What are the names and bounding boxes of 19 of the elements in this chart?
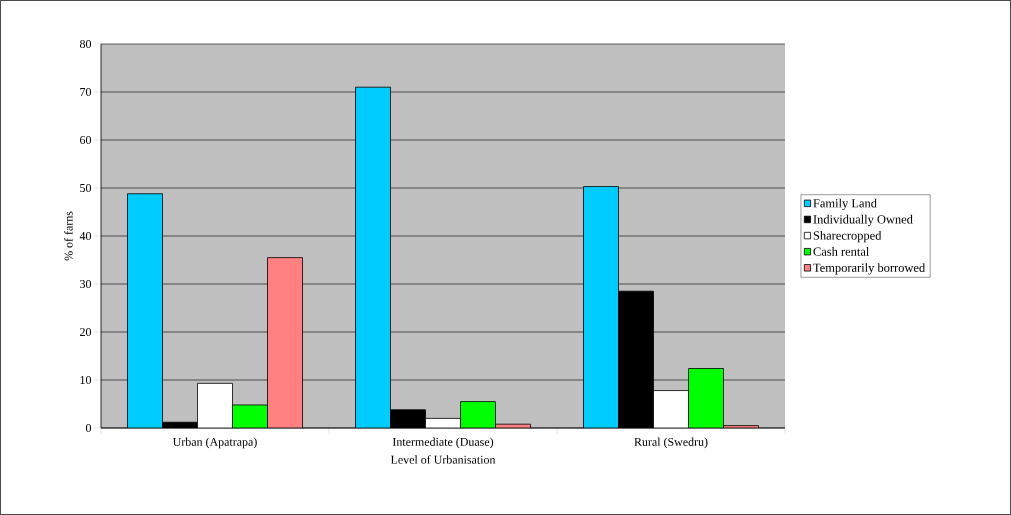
y-tick-label: 80: [79, 39, 92, 49]
legend-label: Cash rental: [813, 247, 870, 256]
x-tick-label: Rural (Swedru): [634, 437, 708, 449]
x-axis-title: Level of Urbanisation: [390, 455, 496, 464]
legend-label: Family Land: [813, 198, 877, 211]
y-tick-label: 50: [80, 183, 92, 193]
y-tick-label: 60: [80, 135, 92, 145]
legend-label: Individually Owned: [813, 214, 913, 227]
y-tick-label: 70: [80, 87, 92, 97]
y-tick-label: 20: [80, 327, 92, 337]
legend-label: Temporarily borrowed: [813, 263, 926, 275]
y-tick-label: 10: [80, 375, 92, 385]
x-tick-label: Intermediate (Duase): [392, 437, 494, 449]
x-tick-label: Urban (Apatrapa): [172, 437, 257, 449]
y-tick-label: 30: [80, 279, 92, 289]
y-axis-title: % of farns: [64, 211, 73, 261]
y-tick-label: 0: [85, 423, 92, 433]
y-tick-label: 40: [79, 231, 92, 241]
legend-label: Sharecropped: [813, 230, 882, 243]
